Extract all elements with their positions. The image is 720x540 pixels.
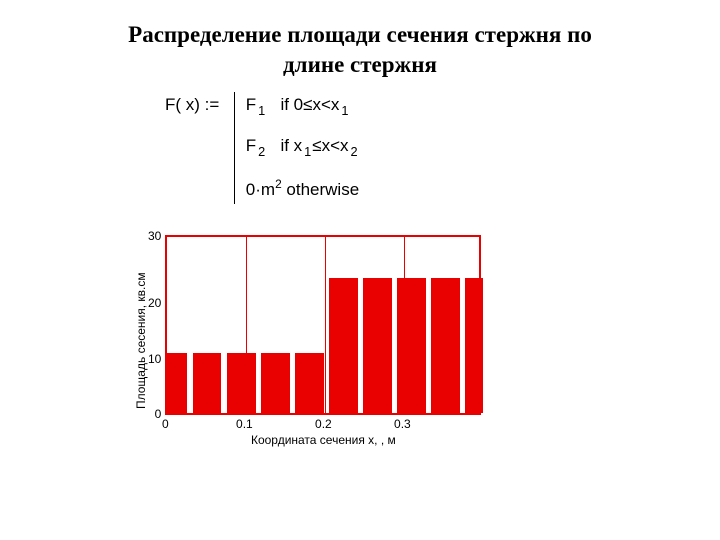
- bar: [397, 278, 425, 413]
- title-line-1: Распределение площади сечения стержня по: [0, 20, 720, 50]
- bar: [227, 353, 256, 413]
- x-tick: 0: [162, 417, 169, 431]
- x-axis-label: Координата сечения x, , м: [165, 431, 481, 447]
- title-line-2: длине стержня: [0, 50, 720, 80]
- case-1: F1 if 0≤x<x1: [246, 95, 359, 118]
- bar: [465, 278, 483, 413]
- y-tick: 30: [148, 229, 161, 243]
- formula-cases: F1 if 0≤x<x1 F2 if x1≤x<x2 0·m2 otherwis…: [246, 92, 359, 200]
- y-axis-label: Площадь сесения, кв.см: [130, 235, 148, 447]
- y-tick: 10: [148, 352, 161, 366]
- bar: [193, 353, 221, 413]
- case-2: F2 if x1≤x<x2: [246, 136, 359, 159]
- x-tick: 0.1: [236, 417, 253, 431]
- formula-brace: [234, 92, 235, 204]
- y-axis-ticks: 3020100: [148, 235, 165, 415]
- bar: [363, 278, 391, 413]
- bar: [261, 353, 289, 413]
- bar: [431, 278, 459, 413]
- y-tick: 20: [148, 296, 161, 310]
- piecewise-formula: F( x) := F1 if 0≤x<x1 F2 if x1≤x<x2 0·m2…: [165, 92, 359, 204]
- plot-area: [165, 235, 481, 415]
- case-otherwise: 0·m2 otherwise: [246, 177, 359, 200]
- bar: [295, 353, 323, 413]
- formula-lhs: F( x) :=: [165, 92, 219, 115]
- page-title: Распределение площади сечения стержня по…: [0, 0, 720, 80]
- grid-line: [325, 237, 326, 413]
- x-axis-ticks: 0 0.1 0.2 0.3: [148, 415, 481, 431]
- x-tick: 0.3: [394, 417, 411, 431]
- x-tick: 0.2: [315, 417, 332, 431]
- bar: [329, 278, 357, 413]
- area-chart: Площадь сесения, кв.см 3020100 00.10.20.…: [130, 235, 481, 447]
- bar: [167, 353, 187, 413]
